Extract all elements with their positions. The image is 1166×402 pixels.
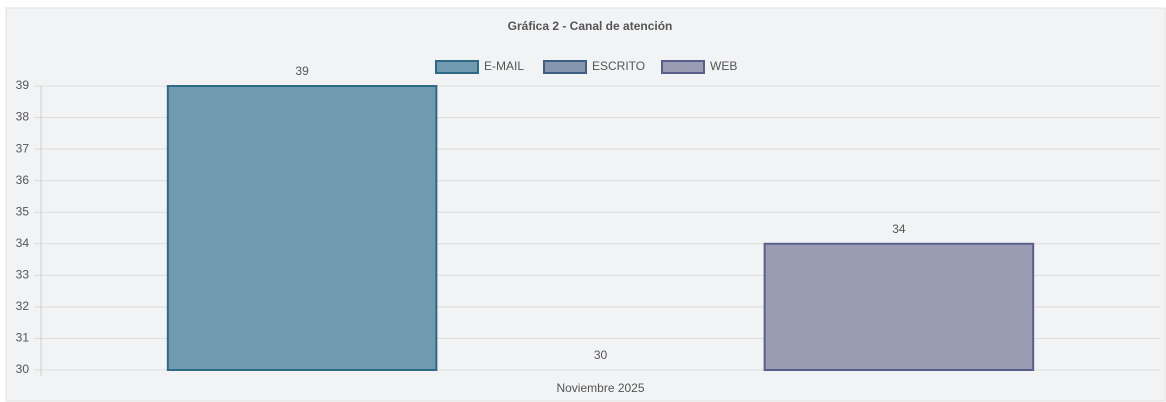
bar <box>763 242 1035 371</box>
y-tick-label: 36 <box>16 173 30 187</box>
y-tick-label: 38 <box>16 110 30 124</box>
x-tick-label: Noviembre 2025 <box>556 381 644 395</box>
legend-swatch <box>543 60 587 74</box>
legend-swatch <box>435 60 479 74</box>
y-tick-label: 34 <box>16 236 30 250</box>
chart-title: Gráfica 2 - Canal de atención <box>508 19 673 33</box>
y-tick-label: 33 <box>16 268 30 282</box>
legend-swatch <box>661 60 705 74</box>
y-tick-label: 32 <box>16 299 30 313</box>
value-label: 34 <box>892 222 906 236</box>
y-tick-label: 30 <box>16 362 30 376</box>
y-tick-label: 37 <box>16 141 30 155</box>
y-tick-label: 31 <box>16 331 30 345</box>
bar <box>166 85 438 371</box>
value-label: 39 <box>295 64 309 78</box>
legend-label: ESCRITO <box>592 59 645 73</box>
legend-label: WEB <box>710 59 737 73</box>
legend-label: E-MAIL <box>484 59 524 73</box>
y-tick-label: 35 <box>16 204 30 218</box>
value-label: 30 <box>594 348 608 362</box>
y-tick-label: 39 <box>16 78 30 92</box>
